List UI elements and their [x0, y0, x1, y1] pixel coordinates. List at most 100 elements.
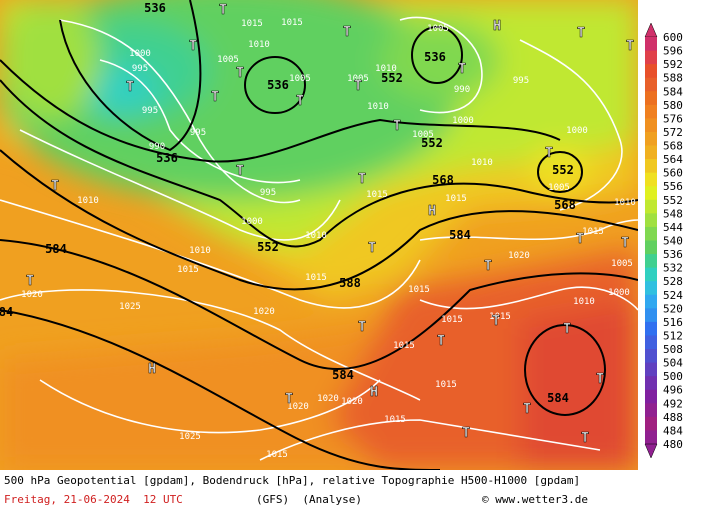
colorbar: 6005965925885845805765725685645605565525…: [644, 22, 683, 459]
pressure-label: 1020: [253, 307, 275, 317]
height-label: 568: [432, 173, 454, 187]
pressure-center: T: [354, 79, 362, 94]
pressure-label: 1020: [508, 251, 530, 261]
pressure-label: 1010: [305, 231, 327, 241]
colorbar-label: 540: [663, 235, 683, 248]
colorbar-label: 512: [663, 329, 683, 342]
colorbar-swatch: [645, 226, 657, 241]
colorbar-label: 584: [663, 85, 683, 98]
pressure-label: 1025: [179, 432, 201, 442]
pressure-label: 1020: [317, 394, 339, 404]
pressure-center: T: [492, 314, 500, 329]
colorbar-label: 544: [663, 221, 683, 234]
colorbar-swatch: [645, 50, 657, 65]
colorbar-swatch: [645, 37, 657, 52]
height-label: 552: [381, 71, 403, 85]
pressure-center: T: [343, 25, 351, 40]
colorbar-swatch: [645, 281, 657, 296]
pressure-label: 1000: [566, 126, 588, 136]
colorbar-label: 484: [663, 424, 683, 437]
pressure-center: T: [577, 26, 585, 41]
colorbar-swatch: [645, 104, 657, 119]
weather-map: 5365365365365525525525525685685845845885…: [0, 0, 683, 470]
colorbar-label: 500: [663, 370, 683, 383]
pressure-center: T: [462, 426, 470, 441]
colorbar-arrow-top: [644, 22, 658, 38]
pressure-label: 1010: [471, 158, 493, 168]
colorbar-label: 588: [663, 72, 683, 85]
pressure-label: 1005: [611, 259, 633, 269]
pressure-label: 995: [513, 76, 529, 86]
pressure-label: 1010: [77, 196, 99, 206]
colorbar-label: 560: [663, 167, 683, 180]
pressure-label: 1015: [582, 227, 604, 237]
pressure-label: 1015: [177, 265, 199, 275]
height-label: 584: [547, 391, 569, 405]
pressure-label: 1010: [614, 198, 636, 208]
pressure-label: 1015: [445, 194, 467, 204]
colorbar-label: 508: [663, 343, 683, 356]
pressure-center: H: [370, 385, 378, 400]
footer-date: Freitag, 21-06-2024 12 UTC: [4, 493, 183, 506]
height-label: 536: [424, 50, 446, 64]
pressure-label: 1015: [393, 341, 415, 351]
pressure-label: 1015: [266, 450, 288, 460]
colorbar-label: 528: [663, 275, 683, 288]
colorbar-swatch: [645, 131, 657, 147]
pressure-label: 1005: [217, 55, 239, 65]
height-contours: [0, 0, 638, 470]
pressure-label: 1015: [408, 285, 430, 295]
colorbar-swatch: [645, 376, 657, 391]
height-label: 568: [554, 198, 576, 212]
colorbar-swatch: [645, 118, 657, 133]
pressure-label: 995: [260, 188, 276, 198]
footer-copyright: © www.wetter3.de: [482, 493, 588, 506]
pressure-center: T: [545, 146, 553, 161]
colorbar-label: 572: [663, 126, 683, 139]
pressure-label: 1005: [347, 74, 369, 84]
pressure-center: T: [458, 62, 466, 77]
height-label: 584: [332, 368, 354, 382]
colorbar-swatch: [645, 213, 657, 228]
colorbar-label: 480: [663, 438, 683, 451]
pressure-center: H: [428, 204, 436, 219]
colorbar-swatch: [645, 186, 657, 201]
colorbar-swatch: [645, 159, 657, 174]
colorbar-swatch: [645, 308, 657, 323]
pressure-label: 995: [132, 64, 148, 74]
colorbar-swatch: [645, 389, 657, 404]
height-label: 552: [421, 136, 443, 150]
pressure-center: T: [437, 334, 445, 349]
pressure-center: T: [621, 236, 629, 251]
colorbar-swatch: [645, 416, 657, 431]
colorbar-swatch: [645, 91, 657, 106]
pressure-label: 990: [149, 142, 165, 152]
colorbar-swatch: [645, 254, 657, 269]
pressure-label: 1005: [548, 183, 570, 193]
pressure-label: 1015: [489, 312, 511, 322]
colorbar-swatch: [645, 362, 657, 377]
height-label: 536: [156, 151, 178, 165]
pressure-center: T: [189, 39, 197, 54]
colorbar-swatch: [645, 240, 657, 255]
pressure-center: T: [368, 241, 376, 256]
pressure-center: T: [296, 94, 304, 109]
height-label: 552: [552, 163, 574, 177]
colorbar-label: 524: [663, 289, 683, 302]
pressure-center: H: [148, 362, 156, 377]
map-field: 536 536 536 536 552 552 552 552 568 568 584 584 588 5…: [0, 0, 638, 470]
pressure-center: T: [285, 392, 293, 407]
colorbar-label: 580: [663, 99, 683, 112]
colorbar-label: 536: [663, 248, 683, 261]
pressure-label: 1015: [241, 19, 263, 29]
pressure-center: T: [211, 90, 219, 105]
colorbar-label: 496: [663, 384, 683, 397]
footer-title: 500 hPa Geopotential [gpdam], Bodendruck…: [4, 474, 581, 487]
colorbar-swatch: [645, 349, 657, 364]
pressure-center: T: [26, 274, 34, 289]
height-label: 584: [449, 228, 471, 242]
pressure-label: 995: [190, 128, 206, 138]
pressure-label: 1010: [189, 246, 211, 256]
colorbar-label: 576: [663, 112, 683, 125]
pressure-label: 1020: [287, 402, 309, 412]
